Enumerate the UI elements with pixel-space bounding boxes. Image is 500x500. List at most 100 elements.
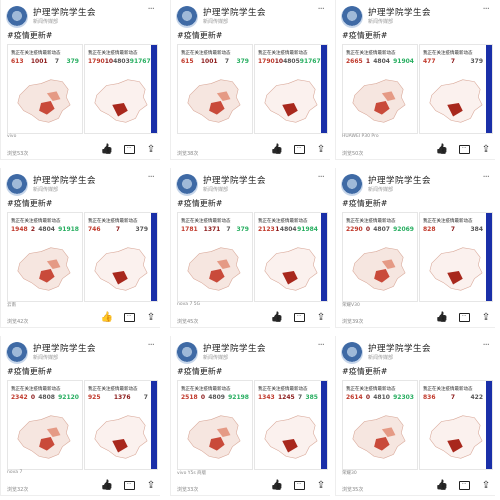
- share-icon[interactable]: ⇪: [481, 143, 491, 155]
- share-icon[interactable]: ⇪: [316, 311, 326, 323]
- post-hashtag[interactable]: #疫情更新#: [7, 199, 53, 208]
- stat-value: 746: [88, 226, 101, 233]
- epidemic-map-image[interactable]: 我正在关注疫情最新动态 2614 0 4810 92303: [342, 380, 418, 470]
- stat-value: 0: [365, 226, 371, 233]
- epidemic-map-image[interactable]: 我正在关注疫情最新动态 925 1376 7: [84, 380, 158, 470]
- share-icon[interactable]: ⇪: [316, 479, 326, 491]
- like-icon[interactable]: 👍: [436, 311, 448, 323]
- comment-icon[interactable]: ···: [458, 311, 470, 323]
- comment-icon[interactable]: ···: [123, 479, 135, 491]
- stat-value: 10: [104, 58, 114, 65]
- epidemic-map-image[interactable]: 我正在关注疫情最新动态 1790 10 4803 91767: [84, 44, 158, 134]
- post-hashtag[interactable]: #疫情更新#: [177, 199, 223, 208]
- ellipsis-icon[interactable]: ···: [147, 4, 154, 15]
- post-card[interactable]: 护理学院学生会 新闻传媒部 ··· #疫情更新# 我正在关注疫情最新动态 615 1001 7…: [170, 0, 330, 160]
- account-name[interactable]: 护理学院学生会: [33, 8, 97, 18]
- post-hashtag[interactable]: #疫情更新#: [342, 199, 388, 208]
- comment-icon[interactable]: ···: [123, 143, 135, 155]
- epidemic-map-image[interactable]: 我正在关注疫情最新动态 1790 10 4805 91767: [254, 44, 328, 134]
- avatar[interactable]: [6, 342, 28, 364]
- share-icon[interactable]: ⇪: [146, 311, 156, 323]
- stat-value: 4804: [38, 226, 55, 233]
- epidemic-map-image[interactable]: 我正在关注疫情最新动态 615 1001 7 379: [177, 44, 253, 134]
- share-icon[interactable]: ⇪: [481, 479, 491, 491]
- like-icon[interactable]: 👍: [271, 479, 283, 491]
- china-map: [352, 79, 406, 123]
- ellipsis-icon[interactable]: ···: [147, 172, 154, 183]
- comment-icon[interactable]: ···: [123, 311, 135, 323]
- avatar[interactable]: [6, 6, 28, 28]
- epidemic-map-image[interactable]: 我正在关注疫情最新动态 1948 2 4804 91918: [7, 212, 83, 302]
- stat-value: 828: [423, 226, 436, 233]
- like-icon[interactable]: 👍: [436, 143, 448, 155]
- account-name[interactable]: 护理学院学生会: [368, 176, 432, 186]
- stat-value: 1790: [88, 58, 105, 65]
- epidemic-map-image[interactable]: 我正在关注疫情最新动态 2290 0 4807 92069: [342, 212, 418, 302]
- post-card[interactable]: 护理学院学生会 新闻传媒部 ··· #疫情更新# 我正在关注疫情最新动态 2290 0 480…: [335, 168, 495, 328]
- ellipsis-icon[interactable]: ···: [317, 4, 324, 15]
- ellipsis-icon[interactable]: ···: [147, 340, 154, 351]
- post-card[interactable]: 护理学院学生会 新闻传媒部 ··· #疫情更新# 我正在关注疫情最新动态 2614 0 481…: [335, 336, 495, 496]
- avatar[interactable]: [6, 174, 28, 196]
- account-name[interactable]: 护理学院学生会: [203, 176, 267, 186]
- post-card[interactable]: 护理学院学生会 新闻传媒部 ··· #疫情更新# 我正在关注疫情最新动态 2665 1 480…: [335, 0, 495, 160]
- epidemic-map-image[interactable]: 我正在关注疫情最新动态 1343 1245 7 385: [254, 380, 328, 470]
- account-name[interactable]: 护理学院学生会: [368, 344, 432, 354]
- stats-row: 1781 1371 7 379: [181, 226, 249, 236]
- account-name[interactable]: 护理学院学生会: [368, 8, 432, 18]
- post-card[interactable]: 护理学院学生会 新闻传媒部 ··· #疫情更新# 我正在关注疫情最新动态 1781 1371…: [170, 168, 330, 328]
- like-icon[interactable]: 👍: [101, 143, 113, 155]
- epidemic-map-image[interactable]: 我正在关注疫情最新动态 836 7 422: [419, 380, 493, 470]
- ellipsis-icon[interactable]: ···: [482, 4, 489, 15]
- share-icon[interactable]: ⇪: [481, 311, 491, 323]
- ellipsis-icon[interactable]: ···: [482, 340, 489, 351]
- avatar[interactable]: [341, 6, 363, 28]
- avatar[interactable]: [341, 174, 363, 196]
- epidemic-map-image[interactable]: 我正在关注疫情最新动态 477 7 379: [419, 44, 493, 134]
- like-icon[interactable]: 👍: [101, 311, 113, 323]
- ellipsis-icon[interactable]: ···: [317, 340, 324, 351]
- stat-value: 92069: [393, 226, 414, 233]
- comment-icon[interactable]: ···: [293, 143, 305, 155]
- comment-icon[interactable]: ···: [458, 143, 470, 155]
- account-name[interactable]: 护理学院学生会: [203, 8, 267, 18]
- epidemic-map-image[interactable]: 我正在关注疫情最新动态 613 1001 7 379: [7, 44, 83, 134]
- comment-icon[interactable]: ···: [293, 311, 305, 323]
- comment-icon[interactable]: ···: [293, 479, 305, 491]
- like-icon[interactable]: 👍: [271, 311, 283, 323]
- post-hashtag[interactable]: #疫情更新#: [7, 367, 53, 376]
- account-name[interactable]: 护理学院学生会: [203, 344, 267, 354]
- avatar[interactable]: [176, 342, 198, 364]
- post-card[interactable]: 护理学院学生会 新闻传媒部 ··· #疫情更新# 我正在关注疫情最新动态 2518 0 480…: [170, 336, 330, 496]
- epidemic-map-image[interactable]: 我正在关注疫情最新动态 2665 1 4804 91904: [342, 44, 418, 134]
- ellipsis-icon[interactable]: ···: [317, 172, 324, 183]
- epidemic-map-image[interactable]: 我正在关注疫情最新动态 2123 1 4804 91984: [254, 212, 328, 302]
- epidemic-map-image[interactable]: 我正在关注疫情最新动态 2342 0 4808 92120: [7, 380, 83, 470]
- ellipsis-icon[interactable]: ···: [482, 172, 489, 183]
- avatar[interactable]: [176, 6, 198, 28]
- avatar[interactable]: [176, 174, 198, 196]
- account-name[interactable]: 护理学院学生会: [33, 344, 97, 354]
- post-card[interactable]: 护理学院学生会 新闻传媒部 ··· #疫情更新# 我正在关注疫情最新动态 613 1001 7…: [0, 0, 160, 160]
- like-icon[interactable]: 👍: [101, 479, 113, 491]
- post-card[interactable]: 护理学院学生会 新闻传媒部 ··· #疫情更新# 我正在关注疫情最新动态 1948 2 480…: [0, 168, 160, 328]
- account-name[interactable]: 护理学院学生会: [33, 176, 97, 186]
- post-hashtag[interactable]: #疫情更新#: [177, 367, 223, 376]
- post-hashtag[interactable]: #疫情更新#: [177, 31, 223, 40]
- post-hashtag[interactable]: #疫情更新#: [342, 31, 388, 40]
- post-card[interactable]: 护理学院学生会 新闻传媒部 ··· #疫情更新# 我正在关注疫情最新动态 2342 0 480…: [0, 336, 160, 496]
- comment-icon[interactable]: ···: [458, 479, 470, 491]
- epidemic-map-image[interactable]: 我正在关注疫情最新动态 828 7 384: [419, 212, 493, 302]
- epidemic-map-image[interactable]: 我正在关注疫情最新动态 746 7 379: [84, 212, 158, 302]
- like-icon[interactable]: 👍: [271, 143, 283, 155]
- post-hashtag[interactable]: #疫情更新#: [7, 31, 53, 40]
- share-icon[interactable]: ⇪: [316, 143, 326, 155]
- share-icon[interactable]: ⇪: [146, 143, 156, 155]
- like-icon[interactable]: 👍: [436, 479, 448, 491]
- post-hashtag[interactable]: #疫情更新#: [342, 367, 388, 376]
- avatar[interactable]: [341, 342, 363, 364]
- share-icon[interactable]: ⇪: [146, 479, 156, 491]
- stat-value: 379: [470, 58, 483, 65]
- epidemic-map-image[interactable]: 我正在关注疫情最新动态 2518 0 4809 92198: [177, 380, 253, 470]
- epidemic-map-image[interactable]: 我正在关注疫情最新动态 1781 1371 7 379: [177, 212, 253, 302]
